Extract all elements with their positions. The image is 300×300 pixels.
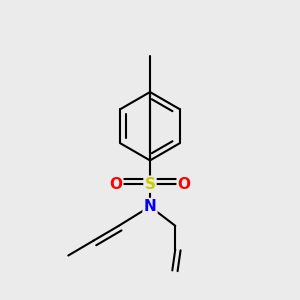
Text: O: O — [178, 177, 191, 192]
Text: N: N — [144, 199, 156, 214]
Text: O: O — [109, 177, 122, 192]
Text: S: S — [145, 177, 155, 192]
